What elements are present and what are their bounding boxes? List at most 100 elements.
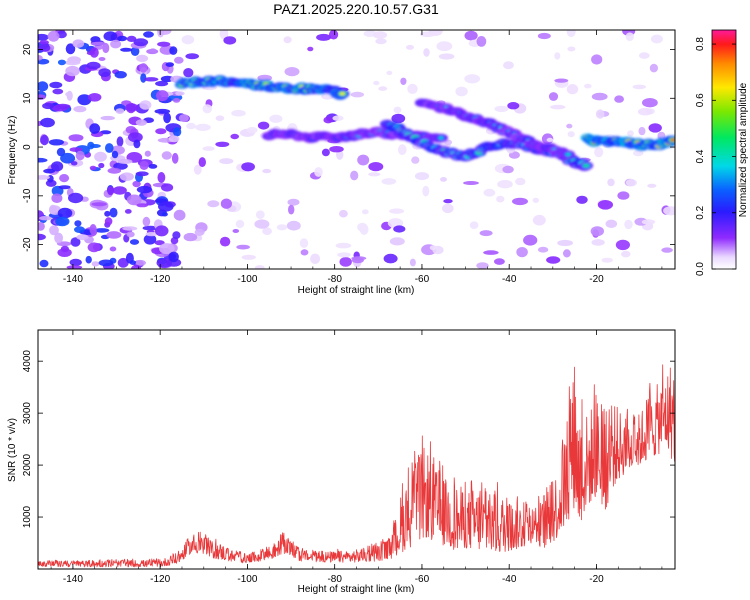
noise-blob <box>126 231 135 238</box>
noise-blob <box>39 216 52 221</box>
noise-blob <box>310 253 321 265</box>
y-tick-label: -10 <box>22 188 33 203</box>
noise-blob <box>136 54 149 63</box>
noise-blob <box>117 159 133 164</box>
noise-blob <box>68 134 84 142</box>
noise-blob <box>591 239 605 246</box>
noise-blob <box>154 240 165 246</box>
x-tick-label: -40 <box>502 274 517 285</box>
x-tick-label: -80 <box>327 274 342 285</box>
noise-blob <box>87 242 101 253</box>
chart-title: PAZ1.2025.220.10.57.G31 <box>273 1 439 17</box>
noise-blob <box>89 123 101 134</box>
x-tick-label: -60 <box>415 574 430 585</box>
noise-blob <box>455 86 468 97</box>
noise-blob <box>178 114 189 123</box>
noise-blob <box>72 39 85 48</box>
noise-blob <box>65 43 76 55</box>
spectrogram-y-ticks: -20 -10 0 10 20 <box>22 44 675 252</box>
noise-blob <box>381 178 397 185</box>
noise-blob <box>566 84 579 95</box>
noise-blob <box>633 150 644 157</box>
noise-blob <box>139 100 152 110</box>
noise-blob <box>133 139 141 149</box>
noise-blob <box>139 63 148 73</box>
snr-series-line <box>38 364 675 568</box>
noise-blob <box>567 46 576 52</box>
noise-blob <box>232 229 240 233</box>
noise-blob <box>186 122 196 130</box>
noise-blob <box>532 197 539 203</box>
x-tick-label: -100 <box>237 574 257 585</box>
noise-blob <box>554 78 569 83</box>
noise-blob <box>647 183 657 188</box>
noise-blob <box>94 151 107 162</box>
noise-blob <box>148 164 158 169</box>
noise-blob <box>39 259 49 268</box>
noise-blob <box>584 83 592 89</box>
noise-blob <box>172 231 181 240</box>
noise-blob <box>185 53 199 60</box>
x-tick-label: -100 <box>237 274 257 285</box>
noise-blob <box>383 253 398 264</box>
noise-blob <box>220 198 232 209</box>
noise-blob <box>70 161 78 166</box>
noise-blob <box>86 61 101 70</box>
spectrogram-x-ticks: -140 -120 -100 -80 -60 -40 -20 <box>50 30 663 285</box>
noise-blob <box>65 92 72 97</box>
noise-blob <box>49 81 63 89</box>
noise-blob <box>165 62 174 67</box>
ridge-mark <box>670 138 675 142</box>
noise-blob <box>276 224 288 231</box>
noise-blob <box>106 231 122 239</box>
noise-blob <box>119 172 134 181</box>
noise-blob <box>398 144 407 156</box>
noise-blob <box>567 131 575 138</box>
snr-y-ticks: 1000 2000 3000 4000 <box>22 350 675 528</box>
noise-blob <box>135 171 149 177</box>
noise-blob <box>98 68 111 77</box>
noise-blob <box>51 193 63 203</box>
noise-blob <box>443 199 453 204</box>
spectrogram-x-label: Height of straight line (km) <box>298 285 415 296</box>
spectrogram-y-label: Frequency (Hz) <box>7 116 18 185</box>
noise-blob <box>109 207 118 218</box>
noise-blob <box>173 209 186 221</box>
noise-blob <box>625 32 634 41</box>
noise-blob <box>38 44 51 52</box>
noise-blob <box>64 60 81 66</box>
noise-blob <box>359 224 369 235</box>
noise-blob <box>389 208 405 214</box>
noise-blob <box>300 249 309 256</box>
noise-blob <box>49 225 59 236</box>
noise-blob <box>223 36 237 45</box>
noise-blob <box>42 102 55 110</box>
noise-blob <box>154 108 171 114</box>
noise-blob <box>77 94 92 106</box>
noise-blob <box>60 152 76 164</box>
noise-blob <box>428 30 443 36</box>
noise-blob <box>124 103 139 112</box>
noise-blob <box>90 41 106 46</box>
noise-blob <box>438 53 455 60</box>
noise-blob <box>127 132 143 143</box>
noise-blob <box>133 38 149 47</box>
noise-blob <box>339 209 348 218</box>
noise-blob <box>642 98 658 108</box>
noise-blob <box>98 57 106 61</box>
noise-blob <box>624 219 633 230</box>
noise-blob <box>38 222 45 231</box>
noise-blob <box>156 90 169 102</box>
noise-blob <box>115 108 125 114</box>
noise-blob <box>104 217 113 226</box>
noise-blob <box>591 54 603 65</box>
noise-blob <box>65 65 80 77</box>
noise-blob <box>157 172 166 183</box>
noise-blob <box>144 77 159 82</box>
noise-blob <box>339 257 352 267</box>
noise-blob <box>155 128 167 135</box>
colorbar-tick-label: 0.2 <box>695 205 706 219</box>
noise-blob <box>161 151 172 160</box>
noise-blob <box>483 188 496 197</box>
